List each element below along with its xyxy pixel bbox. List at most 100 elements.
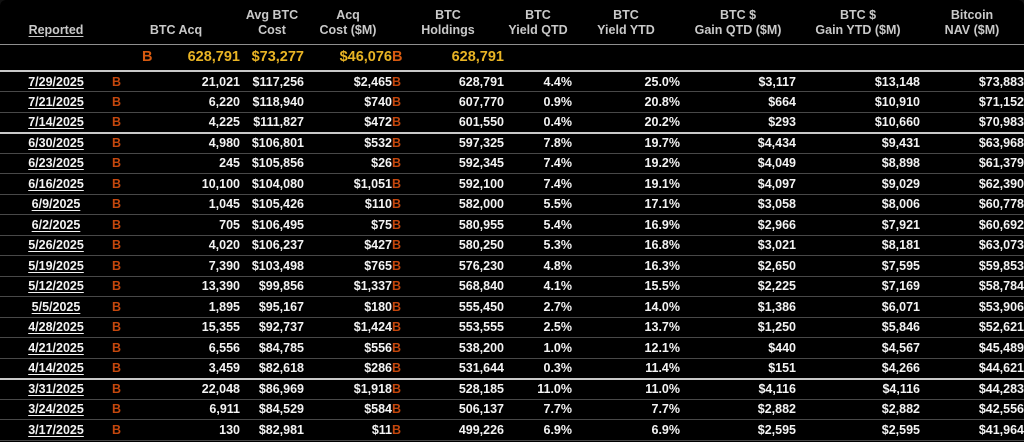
btc-yield-qtd-value: 6.9%	[504, 419, 572, 441]
bitcoin-nav-value: $45,489	[920, 337, 1024, 359]
report-date-link[interactable]: 3/17/2025	[28, 422, 84, 437]
column-header-btc-gain-ytd: BTC $ Gain YTD ($M)	[796, 0, 920, 45]
btc-acq-cell: B 245	[112, 153, 240, 174]
bitcoin-icon: B	[112, 136, 122, 150]
table-row: 5/19/2025 B 7,390 $103,498 $765 B 576,23…	[0, 255, 1024, 277]
btc-holdings-cell: B 576,230	[392, 255, 504, 277]
bitcoin-icon: B	[392, 320, 402, 335]
btc-acq-value: 13,390	[201, 279, 240, 294]
table-row: 6/23/2025 B 245 $105,856 $26 B 592,345 7…	[0, 153, 1024, 174]
table-row: 4/21/2025 B 6,556 $84,785 $556 B 538,200…	[0, 337, 1024, 359]
btc-yield-qtd-value: 1.0%	[504, 337, 572, 359]
bitcoin-icon: B	[392, 94, 402, 109]
btc-acq-cell: B 4,020	[112, 235, 240, 256]
report-date-link[interactable]: 6/2/2025	[31, 217, 81, 232]
bitcoin-icon: B	[112, 115, 122, 129]
bitcoin-nav-value: $63,968	[920, 131, 1024, 154]
avg-btc-cost-value: $106,495	[240, 214, 304, 236]
btc-gain-ytd-value: $8,006	[796, 194, 920, 215]
btc-gain-ytd-value: $4,567	[796, 337, 920, 359]
report-date-link[interactable]: 6/30/2025	[28, 136, 84, 150]
report-date-link[interactable]: 6/16/2025	[28, 176, 84, 191]
btc-acq-value: 1,045	[208, 197, 240, 212]
totals-btc-holdings-value: 628,791	[451, 49, 504, 66]
totals-empty-cell	[504, 44, 572, 72]
reported-date-cell: 5/12/2025	[0, 276, 112, 297]
bitcoin-icon: B	[392, 49, 403, 66]
reported-sort-link[interactable]: Reported	[28, 22, 84, 37]
header-line: Gain YTD ($M)	[815, 22, 901, 37]
report-date-link[interactable]: 6/9/2025	[31, 197, 81, 212]
bitcoin-nav-value: $44,283	[920, 377, 1024, 400]
totals-empty-cell	[0, 44, 112, 72]
btc-gain-qtd-value: $3,058	[680, 194, 796, 215]
reported-date-cell: 3/17/2025	[0, 419, 112, 441]
btc-acq-value: 6,220	[208, 94, 240, 109]
btc-yield-qtd-value: 5.3%	[504, 235, 572, 256]
bitcoin-icon: B	[392, 299, 402, 314]
report-date-link[interactable]: 7/14/2025	[28, 115, 84, 129]
header-line: Cost	[258, 22, 286, 37]
report-date-link[interactable]: 5/19/2025	[28, 258, 84, 273]
report-date-link[interactable]: 7/29/2025	[28, 74, 84, 89]
reported-date-cell: 6/9/2025	[0, 194, 112, 215]
btc-holdings-value: 580,955	[458, 217, 504, 232]
bitcoin-icon: B	[392, 136, 402, 150]
totals-row: B 628,791 $73,277 $46,076 B 628,791	[0, 44, 1024, 72]
btc-holdings-cell: B 628,791	[392, 71, 504, 92]
report-date-link[interactable]: 4/14/2025	[28, 361, 84, 375]
report-date-link[interactable]: 3/31/2025	[28, 382, 84, 396]
btc-yield-qtd-value: 0.4%	[504, 112, 572, 133]
btc-gain-ytd-value: $2,595	[796, 419, 920, 441]
table-row: 6/2/2025 B 705 $106,495 $75 B 580,955 5.…	[0, 214, 1024, 236]
report-date-link[interactable]: 5/5/2025	[31, 299, 81, 314]
header-line: BTC	[435, 7, 461, 22]
avg-btc-cost-value: $82,618	[240, 358, 304, 379]
btc-holdings-value: 506,137	[458, 402, 504, 417]
btc-holdings-value: 576,230	[458, 258, 504, 273]
bitcoin-icon: B	[392, 258, 402, 273]
bitcoin-icon: B	[392, 238, 402, 253]
report-date-link[interactable]: 4/28/2025	[28, 320, 84, 335]
btc-yield-qtd-value: 4.4%	[504, 71, 572, 92]
bitcoin-nav-value: $60,692	[920, 214, 1024, 236]
btc-yield-ytd-value: 25.0%	[572, 71, 680, 92]
column-header-reported: Reported	[0, 0, 112, 45]
report-date-link[interactable]: 6/23/2025	[28, 156, 84, 171]
btc-holdings-cell: B 597,325	[392, 131, 504, 154]
avg-btc-cost-value: $99,856	[240, 276, 304, 297]
btc-acq-cell: B 705	[112, 214, 240, 236]
acq-cost-value: $556	[304, 337, 392, 359]
report-date-link[interactable]: 4/21/2025	[28, 340, 84, 355]
totals-empty-cell	[572, 44, 680, 72]
acq-cost-value: $286	[304, 358, 392, 379]
header-line: Gain QTD ($M)	[694, 22, 782, 37]
btc-holdings-value: 580,250	[458, 238, 504, 253]
btc-acq-cell: B 1,045	[112, 194, 240, 215]
bitcoin-icon: B	[392, 115, 402, 129]
reported-date-cell: 3/24/2025	[0, 399, 112, 420]
report-date-link[interactable]: 5/12/2025	[28, 279, 84, 294]
bitcoin-icon: B	[112, 422, 122, 437]
btc-holdings-cell: B 531,644	[392, 358, 504, 379]
btc-holdings-cell: B 580,955	[392, 214, 504, 236]
bitcoin-nav-value: $61,379	[920, 153, 1024, 174]
avg-btc-cost-value: $106,237	[240, 235, 304, 256]
btc-yield-ytd-value: 15.5%	[572, 276, 680, 297]
avg-btc-cost-value: $118,940	[240, 91, 304, 113]
btc-yield-qtd-value: 2.5%	[504, 317, 572, 338]
avg-btc-cost-value: $111,827	[240, 112, 304, 133]
btc-acq-value: 6,556	[208, 340, 240, 355]
btc-yield-ytd-value: 16.8%	[572, 235, 680, 256]
report-date-link[interactable]: 7/21/2025	[28, 94, 84, 109]
acq-cost-value: $26	[304, 153, 392, 174]
report-date-link[interactable]: 3/24/2025	[28, 402, 84, 417]
bitcoin-icon: B	[142, 49, 153, 66]
btc-holdings-value: 628,791	[458, 74, 504, 89]
table-row: 6/16/2025 B 10,100 $104,080 $1,051 B 592…	[0, 173, 1024, 195]
reported-date-cell: 6/2/2025	[0, 214, 112, 236]
report-date-link[interactable]: 5/26/2025	[28, 238, 84, 253]
btc-yield-ytd-value: 11.0%	[572, 377, 680, 400]
bitcoin-icon: B	[392, 422, 402, 437]
bitcoin-icon: B	[112, 382, 122, 396]
